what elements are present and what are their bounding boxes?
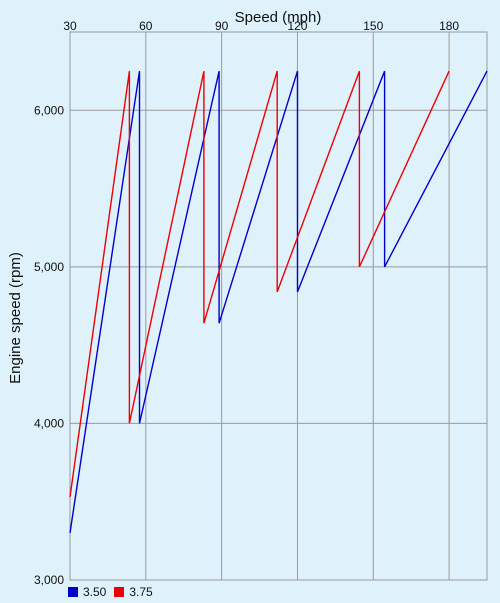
y-tick-label: 4,000 [34, 416, 64, 430]
x-tick-label: 60 [139, 19, 153, 33]
legend-item-3-50: 3.50 [68, 585, 106, 599]
legend-swatch-3-75 [114, 587, 125, 597]
legend-swatch-3-50 [68, 587, 78, 597]
x-tick-label: 30 [63, 19, 77, 33]
y-axis-title: Engine speed (rpm) [7, 252, 24, 384]
series-line-3-50 [69, 70, 488, 534]
y-tick-label: 3,000 [34, 573, 64, 587]
x-tick-label: 150 [363, 19, 383, 33]
y-tick-label: 6,000 [34, 103, 64, 117]
y-tick-label: 5,000 [34, 260, 64, 274]
legend-label-3-50: 3.50 [83, 585, 107, 599]
x-tick-label: 90 [215, 19, 229, 33]
legend: 3.50 3.75 [68, 585, 153, 599]
legend-label-3-75: 3.75 [129, 585, 153, 599]
x-tick-label: 180 [439, 19, 459, 33]
series-lines [69, 70, 488, 534]
tick-labels: 30 60 90 120 150 180 3,000 4,000 5,000 6,000 [34, 19, 459, 587]
legend-item-3-75: 3.75 [114, 585, 153, 599]
x-tick-label: 120 [287, 19, 307, 33]
series-line-3-75 [69, 70, 450, 498]
x-axis-title: Speed (mph) [235, 9, 322, 26]
